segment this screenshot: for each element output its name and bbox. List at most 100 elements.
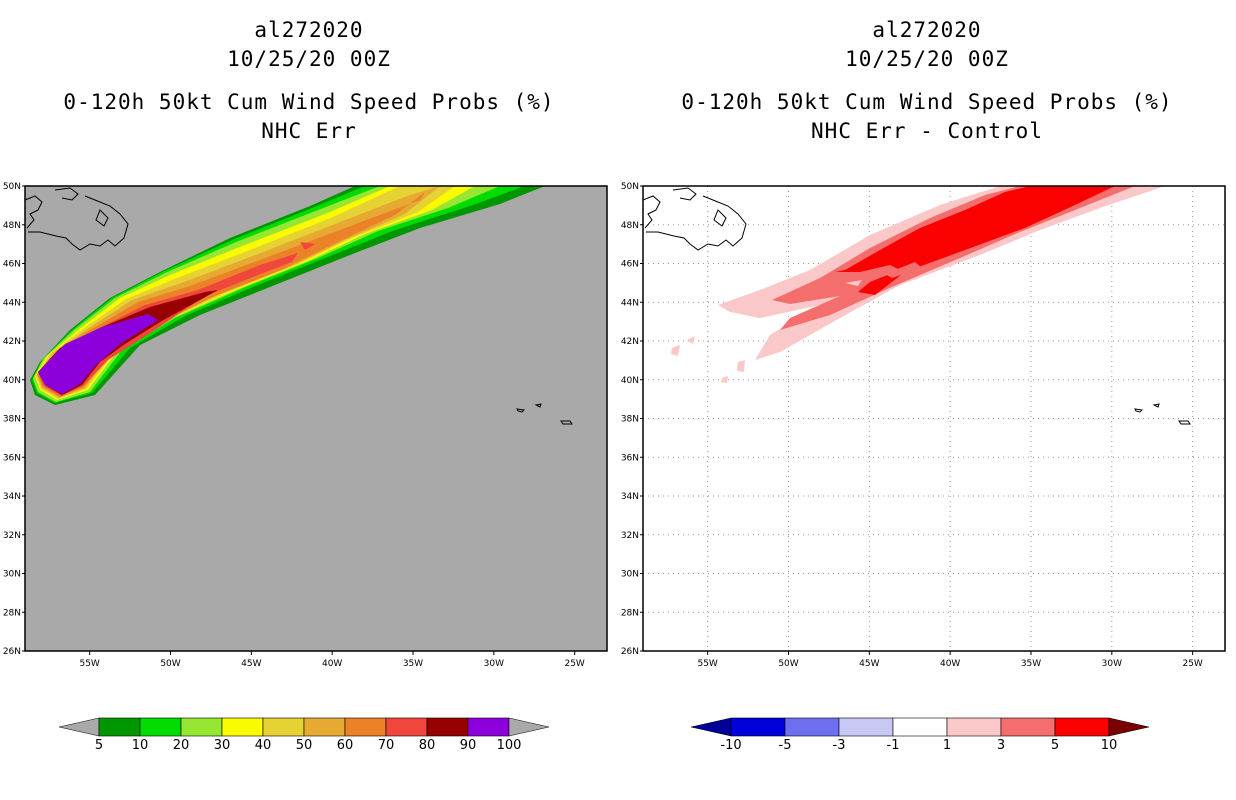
colorbar-label: 90 [460, 738, 477, 753]
colorbar-swatch [221, 717, 264, 737]
colorbar-swatch [838, 717, 894, 737]
left-probability-swath [30, 186, 545, 405]
y-tick-label: 36N [621, 453, 639, 463]
colorbar-label: 40 [255, 738, 272, 753]
right-product-title: 0-120h 50kt Cum Wind Speed Probs (%) [681, 90, 1173, 114]
x-tick-label: 30W [484, 659, 504, 669]
diff-band-5-hole-b [845, 280, 862, 286]
right-storm-id: al272020 [872, 18, 982, 42]
x-tick-label: 45W [859, 659, 879, 669]
y-tick-label: 40N [3, 376, 21, 386]
diff-band-3 [772, 186, 1135, 330]
right-axis-ticks: 55W 50W 45W 40W 35W 30W 25W 26N 28N 30N 32N 34N 36N 3… [621, 182, 1203, 669]
x-tick-label: 55W [79, 659, 99, 669]
diff-band-1-specks-c [737, 360, 745, 372]
y-tick-label: 48N [621, 221, 639, 231]
x-tick-label: 30W [1102, 659, 1122, 669]
y-tick-label: 38N [621, 415, 639, 425]
y-tick-label: 32N [621, 531, 639, 541]
right-datetime: 10/25/20 00Z [845, 47, 1009, 71]
left-datetime: 10/25/20 00Z [227, 47, 391, 71]
colorbar-label: -10 [720, 738, 741, 753]
colorbar-label: -1 [887, 738, 900, 753]
colorbar-swatch [139, 717, 182, 737]
x-tick-label: 25W [564, 659, 584, 669]
colorbar-label: 70 [378, 738, 395, 753]
colorbar-label: 60 [337, 738, 354, 753]
prob-band-fringe [300, 242, 315, 250]
x-tick-label: 35W [403, 659, 423, 669]
left-subtitle: NHC Err [261, 119, 357, 143]
y-tick-label: 30N [3, 570, 21, 580]
colorbar-swatch [344, 717, 387, 737]
colorbar-over-arrow [1108, 717, 1150, 737]
left-storm-id: al272020 [254, 18, 364, 42]
left-map: 55W 50W 45W 40W 35W 30W 25W 26N 28N 30N 32N 34N 36N 3… [3, 182, 608, 669]
colorbar-label: 5 [1051, 738, 1059, 753]
colorbar-label: 1 [943, 738, 951, 753]
y-tick-label: 40N [621, 376, 639, 386]
colorbar-label: 10 [1101, 738, 1118, 753]
colorbar-swatch [303, 717, 346, 737]
x-tick-label: 50W [160, 659, 180, 669]
prob-band-100 [40, 316, 152, 393]
x-tick-label: 25W [1182, 659, 1202, 669]
diff-band-1-specks-d [721, 376, 728, 383]
x-tick-label: 50W [778, 659, 798, 669]
y-tick-label: 34N [3, 492, 21, 502]
y-tick-label: 44N [3, 298, 21, 308]
colorbar-under-arrow [690, 717, 732, 737]
left-colorbar: 5 10 20 30 40 50 60 70 80 90 100 [58, 717, 550, 753]
right-colorbar: -10 -5 -3 -1 1 3 5 10 [690, 717, 1150, 753]
right-panel: al272020 10/25/20 00Z 0-120h 50kt Cum Wi… [618, 0, 1236, 800]
colorbar-label: 100 [497, 738, 522, 753]
colorbar-swatch [892, 717, 948, 737]
y-tick-label: 46N [621, 260, 639, 270]
prob-band-70 [38, 253, 298, 396]
colorbar-swatch [784, 717, 840, 737]
y-tick-label: 32N [3, 531, 21, 541]
x-tick-label: 55W [697, 659, 717, 669]
colorbar-swatch [262, 717, 305, 737]
colorbar-swatch [730, 717, 786, 737]
right-difference-field [671, 186, 1165, 383]
colorbar-swatch [946, 717, 1002, 737]
y-tick-label: 36N [3, 453, 21, 463]
colorbar-swatch [1000, 717, 1056, 737]
y-tick-label: 50N [3, 182, 21, 192]
colorbar-swatch [426, 717, 469, 737]
y-tick-label: 28N [3, 608, 21, 618]
y-tick-label: 28N [621, 608, 639, 618]
diff-band-1-specks-b [687, 336, 695, 344]
x-tick-label: 45W [241, 659, 261, 669]
colorbar-under-arrow [58, 717, 100, 737]
y-tick-label: 34N [621, 492, 639, 502]
colorbar-label: 5 [95, 738, 103, 753]
y-tick-label: 44N [621, 298, 639, 308]
left-axis-ticks: 55W 50W 45W 40W 35W 30W 25W 26N 28N 30N 32N 34N 36N 3… [3, 182, 585, 669]
left-product-title: 0-120h 50kt Cum Wind Speed Probs (%) [63, 90, 555, 114]
colorbar-swatch [385, 717, 428, 737]
y-tick-label: 38N [3, 415, 21, 425]
y-tick-label: 42N [621, 337, 639, 347]
y-tick-label: 26N [621, 647, 639, 657]
colorbar-swatch [98, 717, 141, 737]
diff-band-5-hole [885, 262, 922, 278]
y-tick-label: 42N [3, 337, 21, 347]
colorbar-over-arrow [508, 717, 550, 737]
diff-band-1 [718, 186, 1165, 360]
right-coastlines [642, 187, 1191, 425]
right-map: 55W 50W 45W 40W 35W 30W 25W 26N 28N 30N 32N 34N 36N 3… [621, 182, 1226, 669]
colorbar-swatch [1054, 717, 1110, 737]
colorbar-label: 10 [132, 738, 149, 753]
colorbar-label: 20 [173, 738, 190, 753]
colorbar-label: -3 [833, 738, 846, 753]
y-tick-label: 48N [3, 221, 21, 231]
left-panel: al272020 10/25/20 00Z 0-120h 50kt Cum Wi… [3, 18, 608, 753]
colorbar-label: 80 [419, 738, 436, 753]
x-tick-label: 40W [940, 659, 960, 669]
colorbar-swatch [180, 717, 223, 737]
colorbar-label: 30 [214, 738, 231, 753]
y-tick-label: 30N [621, 570, 639, 580]
colorbar-label: 50 [296, 738, 313, 753]
